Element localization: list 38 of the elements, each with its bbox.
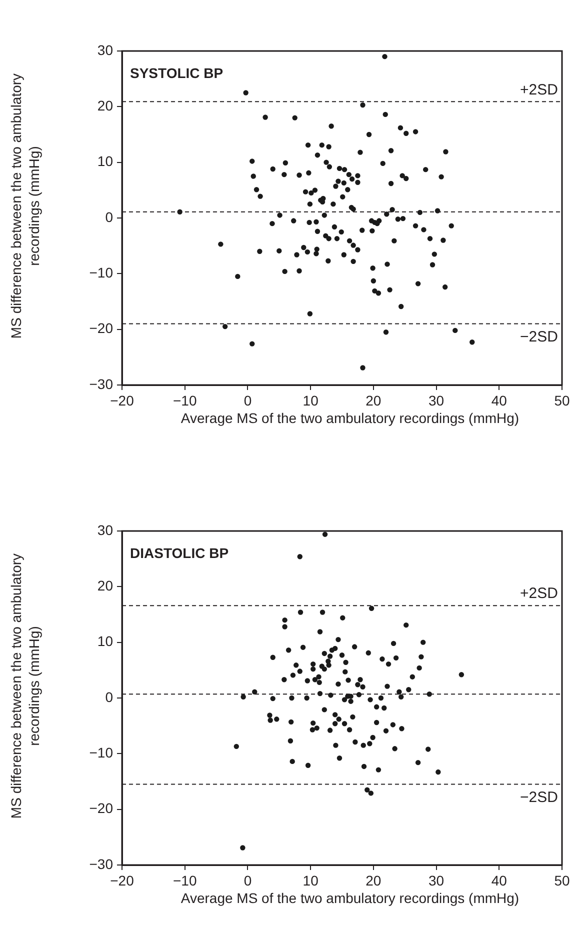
y-tick-label: 20: [97, 98, 114, 114]
ref-line-label: −2SD: [520, 328, 558, 346]
y-tick-label: 0: [105, 688, 114, 705]
y-tick-label: 10: [97, 633, 114, 650]
x-tick-label: −10: [172, 392, 197, 408]
x-axis-title: Average MS of the two ambulatory recordings (mmHg): [180, 410, 520, 426]
x-tick-label: 0: [244, 392, 252, 408]
x-tick-label: 10: [302, 392, 319, 408]
x-tick-label: 20: [366, 392, 382, 408]
y-tick-label: −10: [89, 744, 114, 761]
x-tick-label: 50: [554, 392, 570, 408]
x-tick-label: 50: [554, 872, 570, 888]
y-tick-label: 10: [97, 153, 114, 170]
x-tick-label: 10: [302, 872, 319, 888]
y-tick-label: 30: [97, 42, 114, 58]
y-tick-label: −10: [89, 264, 114, 281]
y-tick-label: 30: [97, 522, 114, 538]
annotation: DIASTOLIC BP: [130, 544, 229, 561]
y-tick-label: 20: [97, 578, 114, 594]
annotation: SYSTOLIC BP: [130, 64, 224, 81]
ref-line-label: +2SD: [520, 81, 558, 98]
x-tick-label: 20: [366, 872, 382, 888]
ref-line-label: +2SD: [520, 585, 558, 602]
x-tick-label: −10: [172, 872, 197, 888]
x-tick-label: 40: [491, 392, 508, 408]
x-tick-label: 0: [244, 872, 252, 888]
y-tick-label: −20: [89, 800, 114, 816]
y-axis-title: MS difference between the two ambulatory recordings (mmHg): [8, 73, 42, 339]
y-tick-label: −20: [89, 320, 114, 336]
y-tick-label: −30: [89, 856, 114, 872]
x-axis-title: Average MS of the two ambulatory recordings (mmHg): [180, 890, 520, 906]
x-tick-label: 40: [491, 872, 508, 888]
y-tick-label: −30: [89, 376, 114, 392]
ref-line-label: −2SD: [520, 788, 558, 806]
y-tick-label: 0: [105, 208, 114, 225]
y-axis-title: MS difference between the two ambulatory recordings (mmHg): [8, 553, 42, 819]
x-tick-label: 30: [428, 872, 444, 888]
x-tick-label: 30: [428, 392, 444, 408]
